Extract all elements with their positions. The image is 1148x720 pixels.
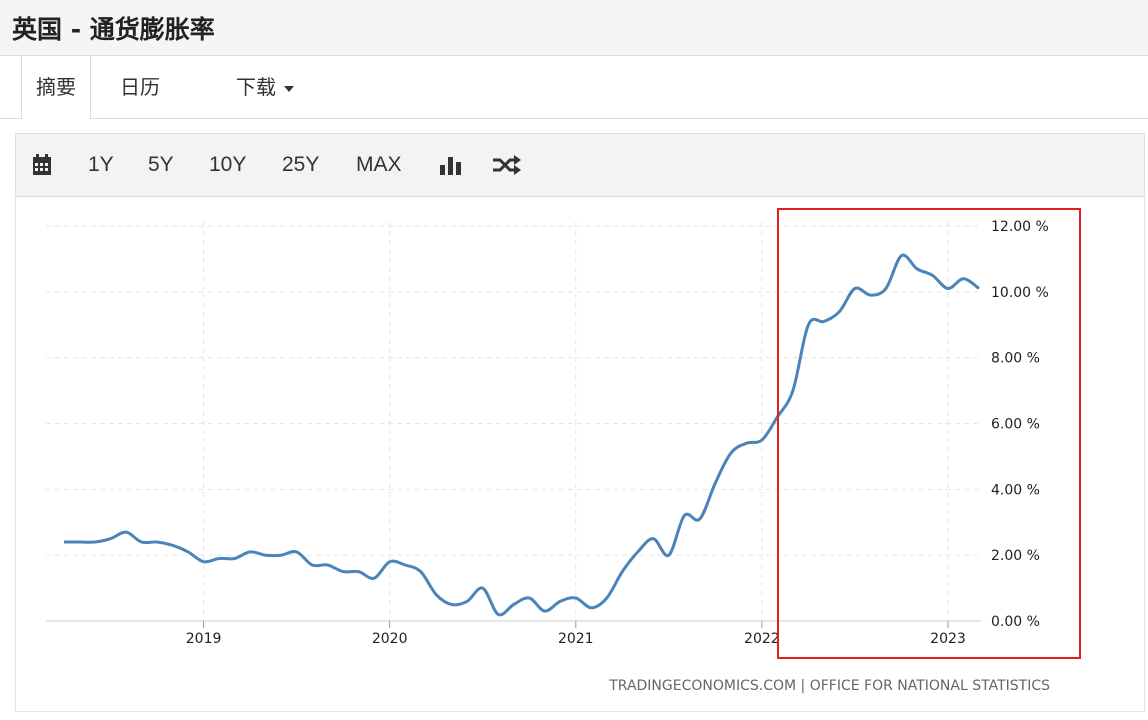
y-tick-label: 12.00 %	[991, 219, 1049, 235]
tab-calendar-label: 日历	[120, 75, 160, 99]
x-tick-label: 2022	[744, 631, 780, 647]
page-title: 英国 - 通货膨胀率	[12, 15, 215, 44]
inflation-line-chart: 0.00 % 2.00 % 4.00 % 6.00 % 8.00 % 10.00 % 12.…	[46, 208, 1081, 694]
y-tick-label: 2.00 %	[991, 548, 1040, 564]
chart-panel: 0.00 % 2.00 % 4.00 % 6.00 % 8.00 % 10.00 % 12.…	[15, 197, 1145, 712]
inflation-series-line	[63, 253, 980, 617]
x-tick-label: 2023	[930, 631, 966, 647]
shuffle-icon[interactable]	[492, 134, 522, 196]
x-tick-label: 2020	[372, 631, 408, 647]
range-10y-button[interactable]: 10Y	[209, 153, 247, 176]
chart-toolbar: 1Y 5Y 10Y 25Y MAX	[15, 133, 1145, 197]
title-bar: 英国 - 通货膨胀率	[0, 0, 1148, 56]
range-1y-button[interactable]: 1Y	[88, 153, 114, 176]
tab-bar: 摘要 日历 下载	[0, 56, 1148, 119]
caret-down-icon	[284, 85, 294, 92]
range-5y-button[interactable]: 5Y	[148, 153, 174, 176]
range-max-button[interactable]: MAX	[356, 153, 402, 176]
x-tick-label: 2019	[186, 631, 222, 647]
tab-download-label: 下载	[236, 75, 276, 99]
x-tick-label: 2021	[558, 631, 594, 647]
source-attribution: TRADINGECONOMICS.COM | OFFICE FOR NATION…	[608, 678, 1050, 694]
y-tick-label: 10.00 %	[991, 285, 1049, 301]
tab-summary-label: 摘要	[36, 75, 76, 99]
tab-calendar[interactable]: 日历	[120, 56, 160, 118]
tab-summary[interactable]: 摘要	[21, 56, 91, 119]
calendar-icon[interactable]	[32, 134, 52, 196]
tab-download[interactable]: 下载	[236, 56, 294, 118]
highlight-box	[777, 208, 1081, 659]
y-tick-label: 8.00 %	[991, 351, 1040, 367]
y-tick-label: 0.00 %	[991, 614, 1040, 630]
bar-chart-icon[interactable]	[440, 134, 462, 196]
y-tick-label: 4.00 %	[991, 482, 1040, 498]
y-tick-label: 6.00 %	[991, 417, 1040, 433]
range-25y-button[interactable]: 25Y	[282, 153, 320, 176]
